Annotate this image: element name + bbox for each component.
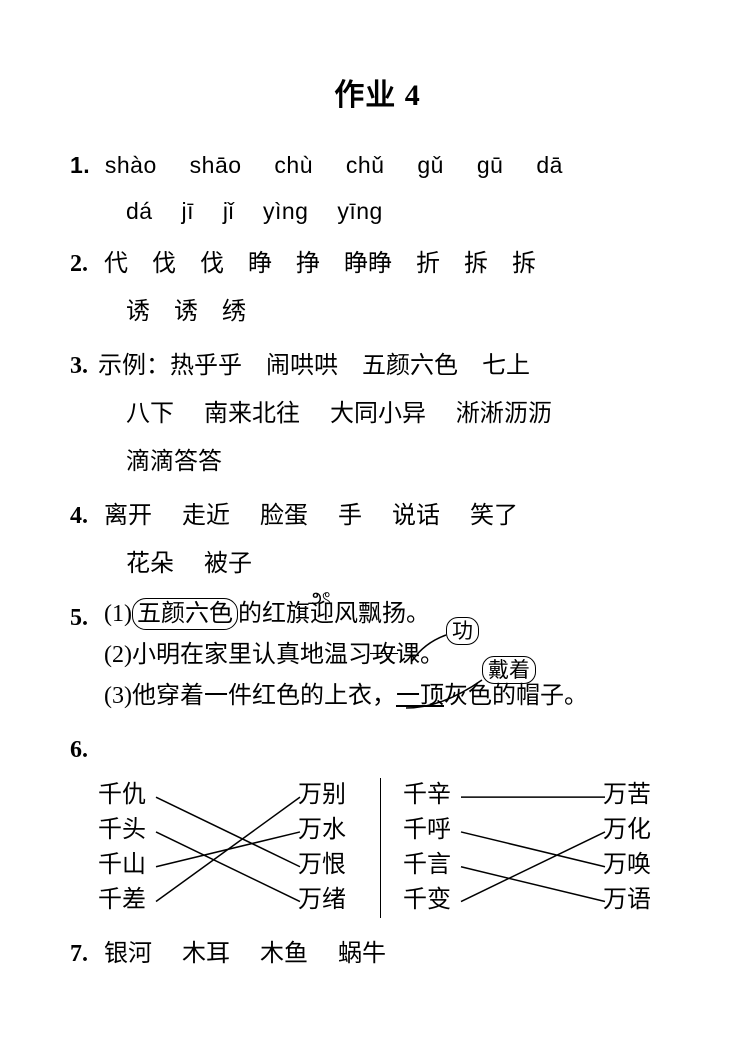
hanzi-word: 绣 — [222, 288, 246, 336]
q7-number: 7. — [70, 930, 98, 978]
phrase-word: 脸蛋 — [260, 492, 308, 540]
match-left-item: 千辛 — [403, 778, 463, 813]
pinyin-word: yìng — [263, 188, 308, 234]
pinyin-word: gǔ — [417, 142, 444, 188]
phrase-word: 五颜六色 — [362, 342, 458, 390]
hanzi-word: 挣 — [296, 240, 320, 288]
phrase-word: 热乎乎 — [170, 342, 242, 390]
phrase-word: 大同小异 — [330, 390, 426, 438]
pinyin-word: shào — [105, 142, 157, 188]
phrase-word: 淅淅沥沥 — [456, 390, 552, 438]
q6-left-block: 千仇 千头 千山 千差 万别 万水 万恨 万绪 — [98, 778, 358, 917]
hanzi-word: 代 — [104, 240, 128, 288]
q1-number: 1. — [70, 142, 98, 188]
page-title: 作业 4 — [70, 70, 685, 114]
match-right-item: 万别 — [298, 778, 358, 813]
q3-number: 3. — [70, 342, 98, 390]
pinyin-word: yīng — [337, 188, 382, 234]
q5-number: 5. — [70, 594, 98, 642]
match-right-item: 万化 — [603, 813, 663, 848]
pinyin-word: dā — [536, 142, 563, 188]
match-left-item: 千呼 — [403, 813, 463, 848]
phrase-word: 蜗牛 — [338, 930, 386, 978]
circled-error: 五颜六色 — [132, 598, 238, 630]
phrase-word: 七上 — [482, 342, 530, 390]
q5-sentence-3: (3)他穿着一件红色的上衣，一顶灰色的帽子。 戴着 — [104, 676, 588, 717]
question-3: 3.示例：热乎乎闹哄哄五颜六色七上 八下 南来北往 大同小异 淅淅沥沥 滴滴答答 — [70, 342, 685, 486]
sub-index: (2) — [104, 642, 132, 668]
match-left-item: 千差 — [98, 883, 158, 918]
phrase-word: 被子 — [204, 540, 252, 588]
pinyin-word: chù — [274, 142, 313, 188]
question-6: 6. 千仇 千头 千山 千差 万别 万水 万恨 万绪 — [70, 726, 685, 924]
pinyin-word: jī — [181, 188, 194, 234]
question-4: 4. 离开 走近 脸蛋 手 说话 笑了 花朵 被子 — [70, 492, 685, 588]
phrase-word: 八下 — [126, 390, 174, 438]
leader-line-icon — [404, 680, 494, 700]
hanzi-word: 折 — [416, 240, 440, 288]
sentence-text: 的红旗迎风飘扬。 — [238, 601, 430, 627]
sentence-text: 他穿着一件红色的上衣， — [132, 683, 396, 709]
match-left-item: 千仇 — [98, 778, 158, 813]
match-lines-right — [463, 778, 603, 917]
match-left-item: 千山 — [98, 848, 158, 883]
match-left-item: 千变 — [403, 883, 463, 918]
sub-index: (3) — [104, 683, 132, 709]
question-2: 2. 代 伐 伐 睁 挣 睁睁 折 拆 拆 诱 诱 绣 — [70, 240, 685, 336]
hanzi-word: 伐 — [200, 240, 224, 288]
struck-word: 攻 — [372, 635, 396, 676]
phrase-word: 木鱼 — [260, 930, 308, 978]
leader-line-icon — [404, 637, 454, 655]
hanzi-word: 睁睁 — [344, 240, 392, 288]
phrase-word: 走近 — [182, 492, 230, 540]
q6-right-block: 千辛 千呼 千言 千变 万苦 万化 万唤 万语 — [403, 778, 663, 917]
phrase-word: 笑了 — [470, 492, 518, 540]
match-right-item: 万语 — [603, 883, 663, 918]
phrase-word: 离开 — [104, 492, 152, 540]
q6-number: 6. — [70, 726, 98, 774]
match-lines-left — [158, 778, 298, 917]
phrase-word: 说话 — [392, 492, 440, 540]
delete-mark-icon: ౨ৎ — [308, 580, 332, 616]
q2-number: 2. — [70, 240, 98, 288]
pinyin-word: shāo — [190, 142, 242, 188]
phrase-word: 花朵 — [126, 540, 174, 588]
match-right-item: 万绪 — [298, 883, 358, 918]
phrase-word: 闹哄哄 — [266, 342, 338, 390]
hanzi-word: 拆 — [512, 240, 536, 288]
match-left-item: 千头 — [98, 813, 158, 848]
pinyin-word: chǔ — [346, 142, 385, 188]
hanzi-word: 伐 — [152, 240, 176, 288]
match-right-item: 万恨 — [298, 848, 358, 883]
hanzi-word: 诱 — [174, 288, 198, 336]
sentence-text: 小明在家里认真地温习 — [132, 642, 372, 668]
match-left-item: 千言 — [403, 848, 463, 883]
question-5: 5. ౨ৎ (1)五颜六色的红旗迎风飘扬。 (2)小明在家里认真地温习攻课。 功… — [70, 594, 685, 716]
vertical-divider — [380, 778, 381, 918]
sub-index: (1) — [104, 601, 132, 627]
q3-lead: 示例： — [98, 353, 170, 379]
match-right-item: 万苦 — [603, 778, 663, 813]
pinyin-word: dá — [126, 188, 153, 234]
match-right-item: 万水 — [298, 813, 358, 848]
hanzi-word: 睁 — [248, 240, 272, 288]
phrase-word: 南来北往 — [204, 390, 300, 438]
phrase-word: 手 — [338, 492, 362, 540]
phrase-word: 滴滴答答 — [126, 438, 222, 486]
hanzi-word: 拆 — [464, 240, 488, 288]
q5-sentence-1: (1)五颜六色的红旗迎风飘扬。 — [104, 594, 588, 635]
pinyin-word: jǐ — [223, 188, 234, 234]
question-7: 7. 银河 木耳 木鱼 蜗牛 — [70, 930, 685, 978]
pinyin-word: gū — [477, 142, 504, 188]
phrase-word: 银河 — [104, 930, 152, 978]
hanzi-word: 诱 — [126, 288, 150, 336]
q4-number: 4. — [70, 492, 98, 540]
phrase-word: 木耳 — [182, 930, 230, 978]
match-right-item: 万唤 — [603, 848, 663, 883]
question-1: 1. shào shāo chù chǔ gǔ gū dā dá jī jǐ y… — [70, 142, 685, 234]
